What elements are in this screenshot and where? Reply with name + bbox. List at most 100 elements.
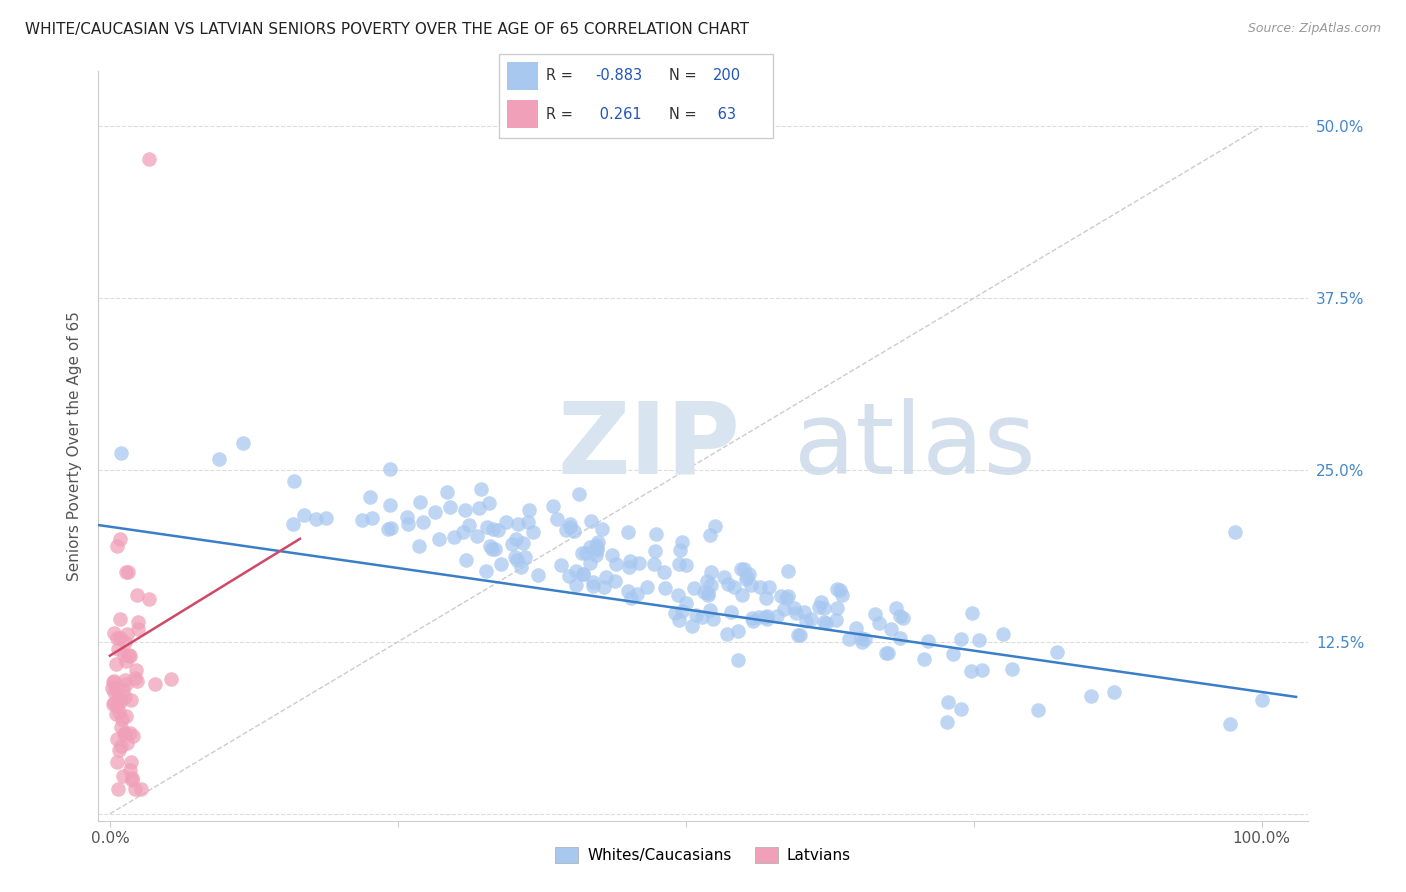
Point: [103, 697, 125, 711]
Point: [558, 520, 581, 534]
Point: [125, 673, 148, 688]
Point: [778, 565, 800, 579]
Point: [699, 528, 721, 542]
Point: [720, 606, 742, 620]
Point: [478, 540, 501, 554]
Point: [105, 755, 128, 769]
Point: [637, 581, 659, 595]
Point: [617, 525, 640, 540]
Point: [105, 657, 128, 672]
Point: [912, 652, 935, 666]
Point: [114, 654, 136, 668]
Point: [800, 611, 823, 625]
Point: [991, 626, 1014, 640]
Point: [731, 588, 754, 602]
Point: [644, 527, 666, 541]
Point: [117, 565, 139, 579]
Point: [810, 595, 832, 609]
Point: [754, 610, 776, 624]
Point: [103, 674, 125, 689]
Point: [1223, 524, 1246, 539]
Point: [124, 782, 146, 797]
Point: [793, 605, 815, 619]
Point: [703, 518, 725, 533]
Point: [101, 681, 124, 696]
Point: [104, 707, 127, 722]
Point: [114, 726, 136, 740]
Point: [107, 642, 129, 657]
Point: [412, 515, 434, 529]
Point: [145, 677, 167, 691]
Point: [853, 632, 876, 647]
Point: [443, 530, 465, 544]
Point: [423, 505, 446, 519]
Point: [696, 588, 718, 602]
Point: [889, 632, 911, 646]
Point: [439, 500, 461, 514]
Point: [125, 663, 148, 677]
Point: [107, 705, 129, 719]
Text: 0.261: 0.261: [595, 107, 641, 121]
Point: [475, 520, 498, 534]
Legend: Whites/Caucasians, Latvians: Whites/Caucasians, Latvians: [550, 841, 856, 869]
Point: [436, 485, 458, 500]
Point: [593, 580, 616, 594]
Point: [693, 585, 716, 599]
Point: [849, 631, 872, 645]
Point: [568, 487, 591, 501]
Point: [283, 474, 305, 488]
Text: Source: ZipAtlas.com: Source: ZipAtlas.com: [1247, 22, 1381, 36]
Point: [105, 681, 128, 696]
Point: [572, 566, 595, 581]
Point: [875, 646, 897, 660]
Point: [477, 495, 499, 509]
Point: [644, 544, 666, 558]
Point: [108, 695, 131, 709]
Point: [716, 627, 738, 641]
Point: [105, 632, 128, 646]
Point: [105, 539, 128, 553]
Point: [111, 712, 134, 726]
Point: [1219, 717, 1241, 731]
Point: [675, 558, 697, 572]
Point: [232, 435, 254, 450]
Point: [669, 543, 692, 558]
Point: [124, 671, 146, 685]
Point: [586, 534, 609, 549]
Point: [652, 566, 675, 580]
Point: [103, 625, 125, 640]
Point: [889, 609, 911, 624]
Point: [360, 510, 382, 524]
Point: [475, 564, 498, 578]
Point: [506, 553, 529, 567]
Point: [828, 582, 851, 597]
Point: [118, 648, 141, 663]
Point: [1250, 693, 1272, 707]
Point: [808, 600, 831, 615]
Point: [114, 690, 136, 705]
Point: [845, 621, 868, 635]
Point: [107, 782, 129, 797]
Point: [671, 603, 693, 617]
Point: [512, 535, 534, 549]
Point: [970, 663, 993, 677]
Point: [120, 648, 142, 663]
Point: [359, 490, 381, 504]
Point: [831, 588, 853, 602]
Point: [699, 603, 721, 617]
Point: [813, 615, 835, 629]
Point: [129, 782, 152, 797]
Point: [938, 695, 960, 709]
Point: [770, 589, 793, 603]
Point: [103, 698, 125, 712]
Point: [827, 601, 849, 615]
Point: [681, 619, 703, 633]
Point: [114, 673, 136, 688]
Point: [105, 731, 128, 746]
Point: [522, 525, 544, 540]
Point: [741, 610, 763, 624]
Point: [815, 615, 838, 630]
Point: [489, 557, 512, 571]
Point: [891, 611, 914, 625]
Point: [115, 627, 138, 641]
